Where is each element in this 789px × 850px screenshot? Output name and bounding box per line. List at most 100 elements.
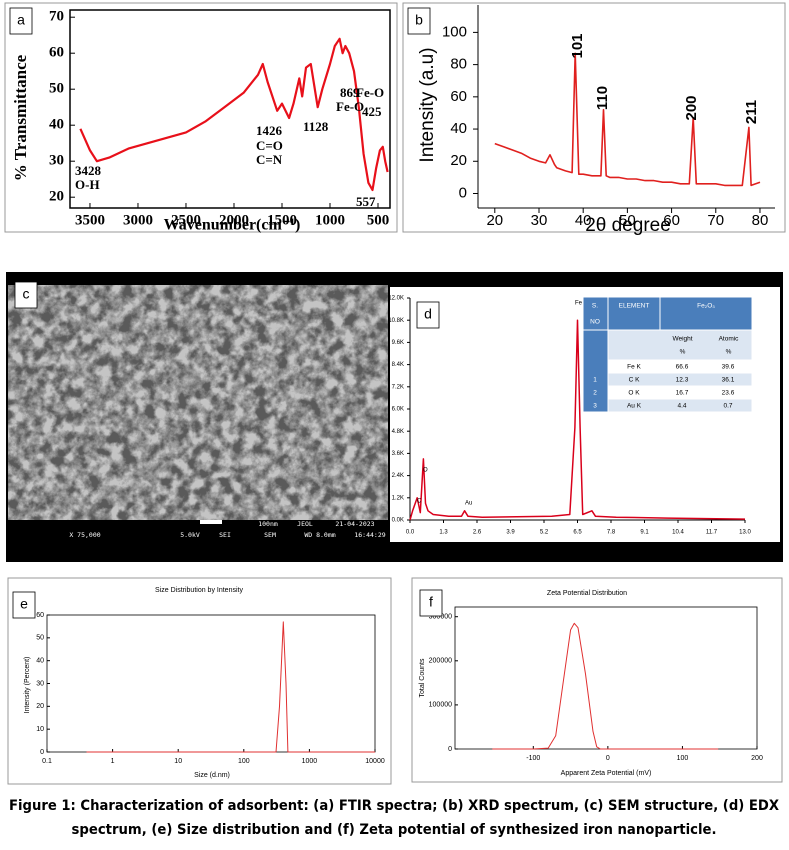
panel-label-box xyxy=(14,281,38,309)
annotation: Fe xyxy=(575,301,583,307)
x-tick-label: 2000 xyxy=(219,212,249,228)
x-tick-label: 10.4 xyxy=(672,530,684,536)
table-header-text: S. xyxy=(592,303,598,310)
sem-info: WD 8.0mm xyxy=(304,531,335,539)
y-tick-label: 50 xyxy=(36,635,44,642)
panel-a-frame xyxy=(4,2,398,233)
annotation: 3428 xyxy=(75,163,102,178)
panel-label: b xyxy=(415,12,423,28)
y-tick-label: 10.8K xyxy=(388,318,404,324)
y-tick-label: 0 xyxy=(448,746,452,753)
panel-label: d xyxy=(424,306,432,322)
x-tick-label: 11.7 xyxy=(706,530,718,536)
x-axis-label: 2θ degree xyxy=(585,215,671,236)
y-tick-label: 40 xyxy=(49,117,64,133)
x-tick-label: 100 xyxy=(238,758,250,765)
data-line xyxy=(409,319,746,521)
x-tick-label: 2.6 xyxy=(473,530,482,536)
table-cell: 36.1 xyxy=(722,377,735,384)
annotation: 557 xyxy=(356,194,376,209)
y-tick-label: 0.0K xyxy=(392,518,404,524)
y-tick-label: 50 xyxy=(49,81,64,97)
data-line xyxy=(79,37,389,192)
y-tick-label: 0 xyxy=(459,184,467,201)
y-tick-label: 20 xyxy=(49,189,64,205)
panel-b-frame xyxy=(402,2,786,233)
panel-label-box xyxy=(407,7,431,35)
table-header xyxy=(582,296,753,331)
table-cell: O K xyxy=(628,390,640,397)
x-tick-label: 50 xyxy=(619,212,636,229)
panel-f-frame xyxy=(411,577,783,783)
annotation: O xyxy=(423,468,428,474)
y-tick-label: 10 xyxy=(36,726,44,733)
x-tick-label: 30 xyxy=(531,212,548,229)
table-cell: 1 xyxy=(593,377,597,384)
x-tick-label: 5.2 xyxy=(540,530,549,536)
sem-info: X 75,000 xyxy=(69,531,100,539)
y-tick-label: 7.2K xyxy=(392,384,404,390)
annotation: 200 xyxy=(683,95,700,120)
table-subheader-text: Atomic xyxy=(719,336,740,343)
x-tick-label: 20 xyxy=(486,212,503,229)
plot-frame xyxy=(69,9,391,209)
y-tick-label: 1.2K xyxy=(392,495,404,501)
y-tick-label: 2.4K xyxy=(392,473,404,479)
table-cell: 4.4 xyxy=(677,403,686,410)
y-tick-label: 300000 xyxy=(429,614,452,621)
x-tick-label: 6.5 xyxy=(573,530,582,536)
x-tick-label: 1500 xyxy=(267,212,297,228)
sem-info: JEOL xyxy=(297,520,313,528)
x-tick-label: 9.1 xyxy=(640,530,649,536)
y-axis-label: Intensity (a.u) xyxy=(417,47,438,162)
y-tick-label: 200000 xyxy=(429,658,452,665)
annotation: 425 xyxy=(362,104,382,119)
y-tick-label: 80 xyxy=(450,56,467,73)
y-tick-label: 30 xyxy=(49,153,64,169)
sem-scale-bar xyxy=(200,520,222,524)
chart-title: Size Distribution by Intensity xyxy=(155,587,243,594)
y-tick-label: 6.0K xyxy=(392,407,404,413)
annotation: 101 xyxy=(569,33,586,58)
y-tick-label: 60 xyxy=(450,88,467,105)
x-tick-label: 10 xyxy=(174,758,182,765)
x-tick-label: 100 xyxy=(677,755,689,762)
table-header-text: Fe₂O₃ xyxy=(697,303,715,310)
table-cell: 12.3 xyxy=(676,377,689,384)
table-cell: Au K xyxy=(627,403,642,410)
chart-title: Zeta Potential Distribution xyxy=(547,590,627,597)
data-line xyxy=(494,52,761,187)
annotation: Au xyxy=(465,501,472,507)
y-tick-label: 8.4K xyxy=(392,362,404,368)
annotation: Fe-O xyxy=(356,85,384,100)
x-tick-label: 60 xyxy=(663,212,680,229)
x-axis-label: Size (d.nm) xyxy=(194,772,230,779)
table-cell: 39.6 xyxy=(722,364,735,371)
annotation: 869 xyxy=(340,85,360,100)
y-tick-label: 60 xyxy=(36,612,44,619)
x-tick-label: 1000 xyxy=(315,212,345,228)
y-tick-label: 4.8K xyxy=(392,429,404,435)
panel-label: e xyxy=(20,596,28,612)
table-row xyxy=(607,398,753,413)
y-tick-label: 9.6K xyxy=(392,340,404,346)
table-subheader xyxy=(607,329,753,361)
table-cell: 2 xyxy=(593,390,597,397)
x-tick-label: 80 xyxy=(752,212,769,229)
table-subheader-text: % xyxy=(680,349,686,356)
caption: spectrum, (e) Size distribution and (f) … xyxy=(72,822,717,838)
data-line xyxy=(86,621,375,753)
sem-info: SEM xyxy=(264,531,276,539)
y-tick-label: 40 xyxy=(36,658,44,665)
x-tick-label: 3500 xyxy=(75,212,105,228)
annotation: 110 xyxy=(594,86,611,110)
panel-label: a xyxy=(17,12,25,28)
table-subheader-text: Weight xyxy=(672,336,692,343)
annotation: C=N xyxy=(256,152,283,167)
panel-label: f xyxy=(429,594,433,610)
x-tick-label: 1 xyxy=(111,758,115,765)
x-tick-label: 40 xyxy=(575,212,592,229)
y-tick-label: 20 xyxy=(450,152,467,169)
y-tick-label: 100 xyxy=(442,23,467,40)
sem-info: 21-04-2023 xyxy=(335,520,374,528)
